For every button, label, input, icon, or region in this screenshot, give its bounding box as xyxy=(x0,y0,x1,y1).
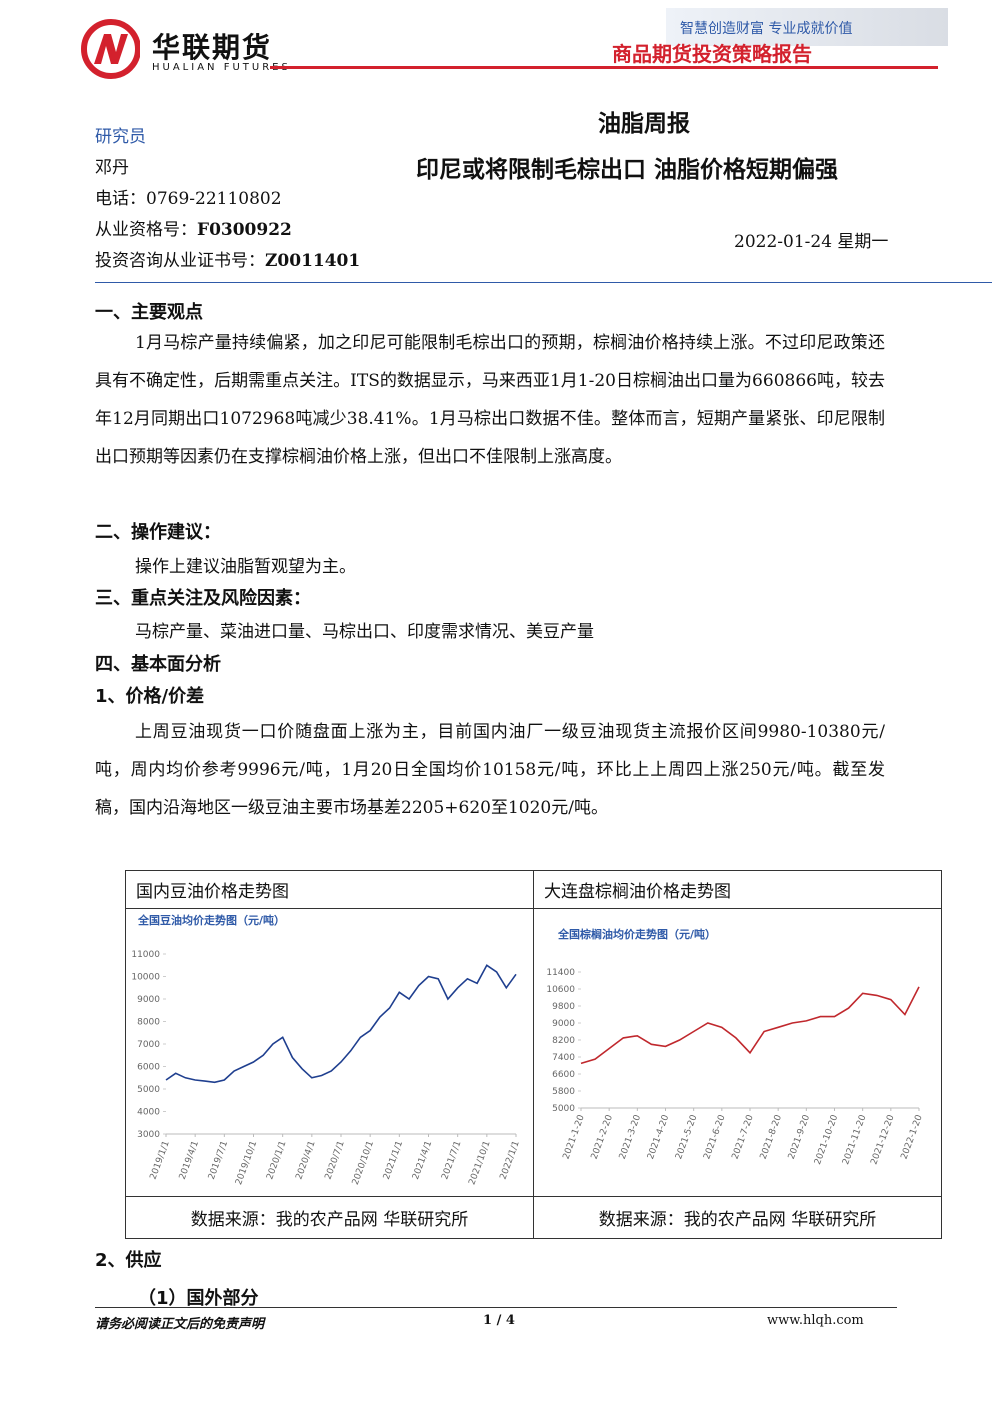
x-tick-label: 2019/1/1 xyxy=(149,1140,172,1181)
y-tick-label: 9000 xyxy=(552,1019,575,1029)
x-tick-label: 2021-1-20 xyxy=(561,1113,586,1160)
y-tick-label: 8200 xyxy=(552,1036,575,1046)
section-heading: 一、主要观点 xyxy=(95,302,203,323)
disclaimer: 请务必阅读正文后的免责声明 xyxy=(95,1317,265,1332)
chart-table: 国内豆油价格走势图 大连盘棕榈油价格走势图 全国豆油均价走势图（元/吨） 3000… xyxy=(125,870,942,1239)
paragraph: 操作上建议油脂暂观望为主。 xyxy=(135,557,356,577)
y-tick-label: 10000 xyxy=(131,973,160,983)
x-tick-label: 2021-7-20 xyxy=(730,1113,755,1160)
x-tick-label: 2020/1/1 xyxy=(265,1140,288,1181)
footer-rule xyxy=(95,1307,897,1308)
report-date: 2022-01-24 星期一 xyxy=(734,232,889,252)
section-heading: 三、重点关注及风险因素： xyxy=(95,588,311,609)
x-tick-label: 2019/10/1 xyxy=(234,1140,259,1187)
chart-title: 全国豆油均价走势图（元/吨） xyxy=(137,913,285,927)
x-tick-label: 2020/7/1 xyxy=(324,1140,347,1181)
x-tick-label: 2021-6-20 xyxy=(702,1113,727,1160)
section-heading: 四、基本面分析 xyxy=(95,654,221,675)
table-header: 国内豆油价格走势图 xyxy=(125,870,534,909)
y-tick-label: 11400 xyxy=(546,968,575,978)
phone-label: 电话： xyxy=(95,189,146,209)
x-tick-label: 2021-11-20 xyxy=(841,1113,868,1166)
y-tick-label: 5000 xyxy=(552,1104,575,1114)
phone-value: 0769-22110802 xyxy=(146,189,282,209)
x-tick-label: 2021/7/1 xyxy=(440,1140,463,1181)
y-tick-label: 4000 xyxy=(137,1108,160,1118)
x-tick-label: 2019/7/1 xyxy=(207,1140,230,1181)
table-header: 大连盘棕榈油价格走势图 xyxy=(533,870,942,909)
chart-title: 全国棕榈油均价走势图（元/吨） xyxy=(557,927,716,941)
y-tick-label: 10600 xyxy=(546,985,575,995)
paragraph: 马棕产量、菜油进口量、马棕出口、印度需求情况、美豆产量 xyxy=(135,622,594,642)
report-category: 油脂周报 xyxy=(598,111,690,137)
chart-cell: 全国棕榈油均价走势图（元/吨） 5000 5800 6600 7400 8200 9000 9… xyxy=(533,908,942,1197)
x-tick-label: 2020/10/1 xyxy=(351,1140,376,1187)
page-number: 1 / 4 xyxy=(483,1313,515,1328)
chart: 全国棕榈油均价走势图（元/吨） 5000 5800 6600 7400 8200 9000 9… xyxy=(546,927,925,1166)
qualification-label: 从业资格号： xyxy=(95,220,197,240)
price-line xyxy=(165,964,517,1084)
researcher-label: 研究员 xyxy=(95,127,146,147)
x-tick-label: 2021/1/1 xyxy=(382,1140,405,1181)
website: www.hlqh.com xyxy=(767,1313,864,1328)
x-tick-label: 2021/4/1 xyxy=(411,1140,434,1181)
phone: 电话：0769-22110802 xyxy=(95,184,282,209)
paragraph: 1月马棕产量持续偏紧，加之印尼可能限制毛棕出口的预期，棕榈油价格持续上涨。不过印… xyxy=(95,333,885,467)
qualification-value: F0300922 xyxy=(197,220,292,240)
x-tick-label: 2020/4/1 xyxy=(294,1140,317,1181)
subsection-heading: 1、价格/价差 xyxy=(95,686,205,707)
report-type: 商品期货投资策略报告 xyxy=(612,42,812,66)
certificate: 投资咨询从业证书号：Z0011401 xyxy=(95,246,360,271)
certificate-label: 投资咨询从业证书号： xyxy=(95,251,265,271)
x-tick-label: 2021-8-20 xyxy=(759,1113,784,1160)
y-tick-label: 9800 xyxy=(552,1002,575,1012)
subsection-heading: （1）国外部分 xyxy=(138,1288,259,1309)
logo-subtext: HUALIAN FUTURES xyxy=(152,62,291,73)
source-note: 数据来源：我的农产品网 华联研究所 xyxy=(533,1196,942,1239)
header-rule xyxy=(270,66,938,69)
title-rule xyxy=(95,282,992,283)
y-tick-label: 6600 xyxy=(552,1070,575,1080)
y-tick-label: 3000 xyxy=(137,1130,160,1140)
x-tick-label: 2021-4-20 xyxy=(646,1113,671,1160)
price-line xyxy=(580,986,920,1065)
x-tick-label: 2021-9-20 xyxy=(787,1113,812,1160)
x-tick-label: 2021-10-20 xyxy=(813,1113,840,1166)
y-tick-label: 5000 xyxy=(137,1085,160,1095)
slogan: 智慧创造财富 专业成就价值 xyxy=(680,21,853,37)
x-tick-label: 2019/4/1 xyxy=(178,1140,201,1181)
y-tick-label: 7000 xyxy=(137,1040,160,1050)
y-tick-label: 5800 xyxy=(552,1087,575,1097)
y-tick-label: 8000 xyxy=(137,1018,160,1028)
y-tick-label: 9000 xyxy=(137,995,160,1005)
y-tick-label: 11000 xyxy=(131,950,160,960)
paragraph: 上周豆油现货一口价随盘面上涨为主，目前国内油厂一级豆油现货主流报价区间9980-… xyxy=(95,722,885,818)
x-tick-label: 2021-5-20 xyxy=(674,1113,699,1160)
chart: 全国豆油均价走势图（元/吨） 3000 4000 5000 6000 7000 8000 90… xyxy=(131,913,522,1187)
slogan-banner xyxy=(666,8,948,46)
section-heading: 二、操作建议： xyxy=(95,522,221,543)
logo-text: 华联期货 xyxy=(152,31,273,64)
x-tick-label: 2022-1-20 xyxy=(899,1113,924,1160)
chart-cell: 全国豆油均价走势图（元/吨） 3000 4000 5000 6000 7000 8000 90… xyxy=(125,908,534,1197)
certificate-value: Z0011401 xyxy=(265,251,361,271)
x-tick-label: 2021-2-20 xyxy=(590,1113,615,1160)
y-tick-label: 6000 xyxy=(137,1063,160,1073)
report-title: 印尼或将限制毛棕出口 油脂价格短期偏强 xyxy=(416,157,839,183)
x-tick-label: 2021/10/1 xyxy=(467,1140,492,1187)
x-tick-label: 2021-3-20 xyxy=(618,1113,643,1160)
x-tick-label: 2022/1/1 xyxy=(499,1140,522,1181)
x-tick-label: 2021-12-20 xyxy=(869,1113,896,1166)
subsection-heading: 2、供应 xyxy=(95,1250,162,1271)
source-note: 数据来源：我的农产品网 华联研究所 xyxy=(125,1196,534,1239)
y-tick-label: 7400 xyxy=(552,1053,575,1063)
logo-mark xyxy=(81,19,140,79)
qualification: 从业资格号：F0300922 xyxy=(95,215,292,240)
researcher-name: 邓丹 xyxy=(95,158,129,178)
